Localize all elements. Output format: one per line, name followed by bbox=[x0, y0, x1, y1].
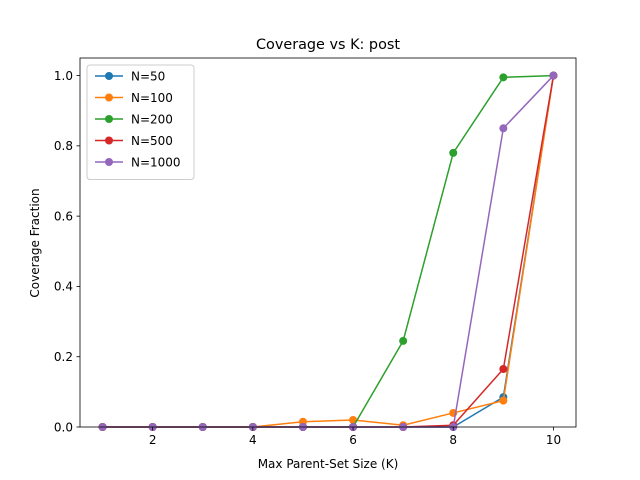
data-point bbox=[499, 73, 508, 82]
x-tick-label: 4 bbox=[249, 433, 257, 447]
legend-label: N=100 bbox=[131, 91, 173, 105]
y-tick-label: 0.0 bbox=[54, 420, 73, 434]
axes: 2 4 6 8 10 0.0 0.2 0.4 0.6 0.8 1.0 bbox=[54, 57, 577, 447]
x-tick-label: 6 bbox=[349, 433, 357, 447]
legend-marker bbox=[105, 115, 113, 123]
data-point bbox=[399, 336, 408, 345]
legend: N=50 N=100 N=200 N=500 N=1000 bbox=[86, 64, 195, 180]
x-axis-label: Max Parent-Set Size (K) bbox=[258, 457, 399, 471]
y-tick-label: 0.4 bbox=[54, 280, 73, 294]
x-tick-label: 2 bbox=[149, 433, 157, 447]
y-tick-label: 0.2 bbox=[54, 350, 73, 364]
data-point bbox=[449, 148, 458, 157]
y-axis-label: Coverage Fraction bbox=[28, 188, 42, 297]
data-point bbox=[499, 396, 508, 405]
data-point bbox=[499, 365, 508, 374]
chart-title: Coverage vs K: post bbox=[256, 37, 400, 53]
legend-label: N=200 bbox=[131, 112, 173, 126]
x-tick-label: 8 bbox=[449, 433, 457, 447]
legend-label: N=500 bbox=[131, 134, 173, 148]
legend-marker bbox=[105, 93, 113, 102]
legend-marker bbox=[105, 136, 113, 145]
y-tick-label: 0.8 bbox=[54, 139, 73, 153]
data-point bbox=[499, 124, 508, 133]
legend-label: N=50 bbox=[131, 69, 165, 83]
data-point bbox=[549, 71, 558, 80]
legend-label: N=1000 bbox=[131, 155, 181, 169]
y-tick-label: 1.0 bbox=[54, 69, 73, 83]
y-tick-label: 0.6 bbox=[54, 209, 73, 223]
legend-box bbox=[86, 64, 195, 180]
data-point bbox=[349, 415, 358, 424]
legend-marker bbox=[105, 72, 113, 80]
x-tick-label: 10 bbox=[546, 433, 561, 447]
axes-frame bbox=[79, 57, 577, 428]
legend-marker bbox=[105, 158, 113, 166]
